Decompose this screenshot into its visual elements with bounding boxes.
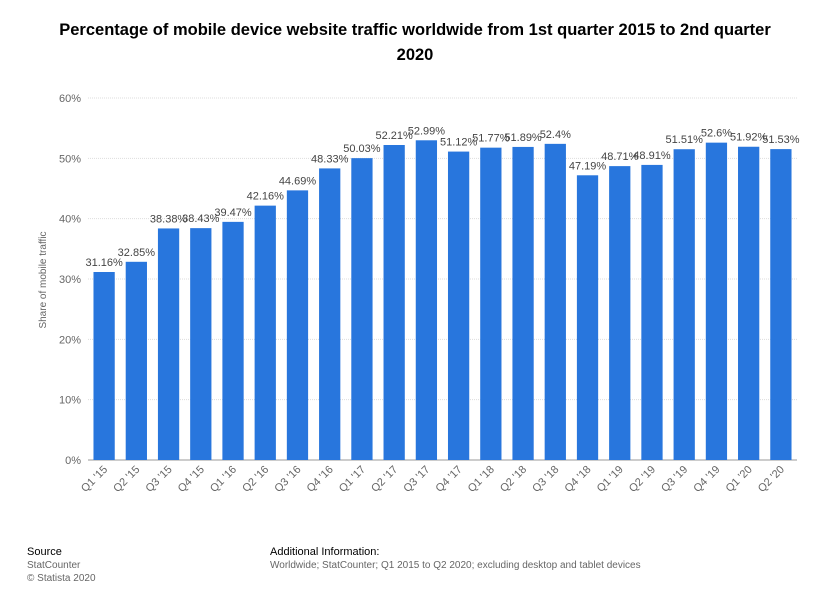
bar[interactable] [157, 228, 180, 460]
bar[interactable] [544, 143, 566, 460]
data-label: 47.19% [569, 160, 607, 172]
source-block: Source StatCounter © Statista 2020 [27, 545, 96, 585]
bar[interactable] [576, 175, 599, 461]
data-label: 52.99% [408, 125, 446, 137]
bar[interactable] [125, 261, 147, 460]
data-label: 51.53% [762, 134, 800, 146]
source-name[interactable]: StatCounter [27, 560, 81, 571]
bar[interactable] [383, 144, 405, 460]
data-label: 44.69% [279, 175, 317, 187]
x-tick-label: Q1 '20 [724, 464, 755, 495]
data-label: 51.51% [666, 134, 704, 146]
additional-info-heading: Additional Information: [270, 546, 380, 558]
x-tick-label: Q4 '16 [305, 464, 336, 495]
y-tick-label: 50% [59, 153, 81, 165]
data-label: 50.03% [343, 143, 381, 155]
bar[interactable] [770, 149, 792, 460]
x-tick-label: Q3 '16 [272, 464, 303, 495]
bar[interactable] [286, 190, 309, 460]
data-label: 52.21% [376, 130, 414, 142]
y-axis-ticks: 0% 10% 20% 30% 40% 50% 60% [59, 93, 81, 467]
data-label: 51.77% [472, 133, 510, 145]
bar[interactable] [641, 164, 663, 460]
x-tick-label: Q3 '15 [144, 464, 175, 495]
data-label: 39.47% [214, 207, 252, 219]
x-tick-label: Q2 '19 [627, 464, 658, 495]
data-label: 48.33% [311, 153, 349, 165]
bar[interactable] [190, 228, 212, 460]
additional-info-block: Additional Information: Worldwide; StatC… [270, 545, 641, 572]
bar[interactable] [222, 221, 244, 460]
x-tick-label: Q4 '15 [176, 464, 207, 495]
data-label: 38.43% [182, 213, 220, 225]
x-axis-ticks: Q1 '15 Q2 '15 Q3 '15 Q4 '15 Q1 '16 Q2 '16 Q3 '… [79, 464, 787, 495]
x-tick-label: Q4 '19 [691, 464, 722, 495]
chart-title: Percentage of mobile device website traf… [59, 21, 771, 64]
bar[interactable] [512, 146, 534, 460]
bar[interactable] [738, 146, 760, 460]
x-tick-label: Q1 '19 [595, 464, 626, 495]
data-label: 52.6% [701, 128, 732, 140]
bar[interactable] [319, 168, 341, 460]
data-label: 51.12% [440, 137, 478, 149]
x-tick-label: Q4 '17 [434, 464, 465, 495]
data-label: 31.16% [85, 257, 123, 269]
bar[interactable] [673, 149, 695, 460]
x-tick-label: Q3 '18 [530, 464, 561, 495]
x-tick-label: Q2 '17 [369, 464, 400, 495]
additional-info-text: Worldwide; StatCounter; Q1 2015 to Q2 20… [270, 560, 641, 571]
source-heading: Source [27, 546, 62, 558]
x-tick-label: Q3 '17 [401, 464, 432, 495]
bar[interactable] [480, 147, 502, 460]
data-label: 51.89% [504, 132, 542, 144]
bar[interactable] [351, 158, 373, 460]
y-tick-label: 40% [59, 214, 81, 226]
x-tick-label: Q1 '16 [208, 464, 239, 495]
data-label: 51.92% [730, 132, 768, 144]
y-tick-label: 20% [59, 334, 81, 346]
x-tick-label: Q4 '18 [562, 464, 593, 495]
bar[interactable] [93, 272, 115, 460]
data-label: 48.71% [601, 151, 639, 163]
y-tick-label: 60% [59, 93, 81, 105]
x-tick-label: Q1 '17 [337, 464, 368, 495]
y-tick-label: 30% [59, 274, 81, 286]
data-label: 48.91% [633, 150, 671, 162]
bars [93, 140, 792, 461]
bar[interactable] [254, 205, 276, 460]
data-label: 32.85% [118, 247, 156, 259]
data-label: 38.38% [150, 213, 188, 225]
y-tick-label: 10% [59, 395, 81, 407]
bar[interactable] [415, 140, 438, 460]
bar[interactable] [705, 142, 728, 460]
x-tick-label: Q1 '15 [79, 464, 110, 495]
x-tick-label: Q2 '20 [756, 464, 787, 495]
y-axis-label: Share of mobile traffic [38, 231, 49, 328]
data-label: 42.16% [247, 191, 285, 203]
x-tick-label: Q2 '16 [240, 464, 271, 495]
x-tick-label: Q3 '19 [659, 464, 690, 495]
x-tick-label: Q1 '18 [466, 464, 497, 495]
x-tick-label: Q2 '15 [111, 464, 142, 495]
bar[interactable] [609, 166, 631, 460]
y-tick-label: 0% [65, 455, 81, 467]
bar[interactable] [447, 151, 470, 461]
x-tick-label: Q2 '18 [498, 464, 529, 495]
data-labels: 31.16%32.85% 38.38%38.43%39.47% 42.16% 44.6… [85, 125, 799, 269]
copyright-text: © Statista 2020 [27, 573, 96, 584]
data-label: 52.4% [540, 129, 571, 141]
